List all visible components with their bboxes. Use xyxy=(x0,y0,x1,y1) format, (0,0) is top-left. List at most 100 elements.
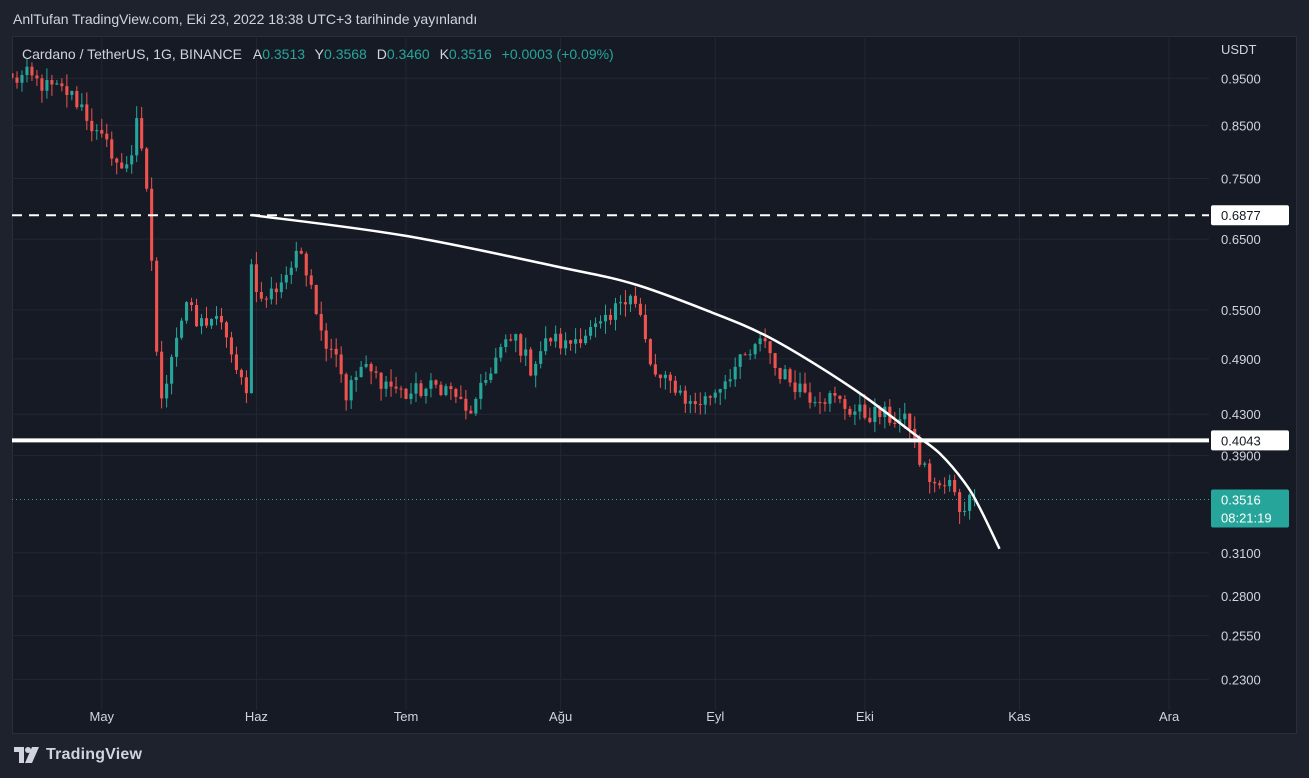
symbol-legend: Cardano / TetherUS, 1G, BINANCE A0.3513 … xyxy=(22,46,614,62)
candle-body xyxy=(938,483,942,486)
y-tick-label: 0.7500 xyxy=(1221,171,1261,186)
candle-body xyxy=(55,83,59,85)
tradingview-logo[interactable]: TradingView xyxy=(14,746,142,764)
chart-frame[interactable] xyxy=(12,36,1297,734)
candle-body xyxy=(399,388,403,390)
candle-body xyxy=(459,396,463,399)
grid xyxy=(12,36,1209,710)
candle-body xyxy=(135,118,139,156)
candle-body xyxy=(748,354,752,356)
candle-body xyxy=(165,383,169,399)
candle-body xyxy=(279,282,283,293)
candle-body xyxy=(244,377,248,394)
candle-body xyxy=(190,302,194,306)
candle-body xyxy=(75,90,79,108)
y-tick-label: 0.9500 xyxy=(1221,71,1261,86)
candle-body xyxy=(509,339,513,341)
candle-body xyxy=(234,354,238,370)
candle-body xyxy=(444,386,448,396)
candle-body xyxy=(439,384,443,396)
candle-body xyxy=(489,373,493,381)
tradingview-logo-icon xyxy=(14,747,39,763)
candle-body xyxy=(708,396,712,398)
candle-body xyxy=(359,366,363,378)
axis: 0.9500 0.8500 0.7500 0.6500 0.5500 0.4900 0.43… xyxy=(89,42,1260,724)
candle-body xyxy=(608,314,613,320)
candle-body xyxy=(115,158,119,163)
candle-body xyxy=(469,410,473,414)
publish-info: AnlTufan TradingView.com, Eki 23, 2022 1… xyxy=(13,11,478,27)
candle-body xyxy=(105,133,109,140)
y-tick-label: 0.3900 xyxy=(1221,449,1261,464)
candle-body xyxy=(753,344,757,355)
candle-body xyxy=(783,369,787,380)
candle-body xyxy=(145,148,149,189)
candle-body xyxy=(793,382,797,393)
candle-body xyxy=(324,330,328,349)
candle-body xyxy=(384,381,388,389)
candle-body xyxy=(853,411,857,415)
x-tick-label: Kas xyxy=(1008,709,1031,724)
candle-body xyxy=(404,388,408,399)
candle-body xyxy=(633,295,637,304)
candle-body xyxy=(593,323,598,328)
candle-body xyxy=(564,340,568,349)
candle-body xyxy=(204,318,209,326)
candle-body xyxy=(394,386,398,389)
candle-body xyxy=(574,339,578,344)
low-label: D xyxy=(376,46,387,62)
x-tick-label: Ara xyxy=(1159,709,1180,724)
candle-body xyxy=(658,374,662,379)
candle-body xyxy=(703,396,707,405)
candle-body xyxy=(908,413,912,429)
candle-body xyxy=(539,351,543,364)
candle-body xyxy=(160,351,164,399)
y-tick-label: 0.6500 xyxy=(1221,232,1261,247)
candle-body xyxy=(40,78,44,91)
level-price-tag xyxy=(1211,205,1289,226)
candle-body xyxy=(125,164,129,169)
level-price-label: 0.6877 xyxy=(1221,208,1261,223)
candle-body xyxy=(175,337,179,357)
candle-body xyxy=(763,338,767,342)
candle-body xyxy=(544,338,548,352)
y-tick-label: 0.8500 xyxy=(1221,118,1261,133)
candle-body xyxy=(648,339,652,365)
candle-body xyxy=(309,275,313,285)
candle-body xyxy=(185,302,189,321)
candle-body xyxy=(668,374,672,381)
candle-body xyxy=(479,382,483,399)
candle-body xyxy=(95,130,99,132)
candle-body xyxy=(249,264,253,394)
candle-body xyxy=(713,392,717,398)
candle-body xyxy=(768,341,772,354)
y-tick-label: 0.2800 xyxy=(1221,589,1261,604)
candle-body xyxy=(474,398,478,414)
candle-body xyxy=(120,162,124,169)
candle-body xyxy=(838,395,842,400)
candle-body xyxy=(524,349,528,356)
candle-body xyxy=(718,389,722,393)
y-tick-label: 0.2300 xyxy=(1221,672,1261,687)
candle-body xyxy=(673,380,677,393)
publish-header: AnlTufan TradingView.com, Eki 23, 2022 1… xyxy=(0,0,1309,36)
candle-body xyxy=(598,321,603,324)
candle-body xyxy=(778,368,782,380)
candle-body xyxy=(329,348,333,350)
candle-body xyxy=(65,86,69,95)
x-tick-label: Eyl xyxy=(706,709,724,724)
y-tick-label: 0.2550 xyxy=(1221,629,1261,644)
candle-body xyxy=(923,463,927,465)
candle-body xyxy=(35,75,39,79)
candle-body xyxy=(638,303,642,315)
candle-body xyxy=(20,75,24,83)
parabolic-arc[interactable] xyxy=(251,213,1001,550)
candle-body xyxy=(968,494,972,511)
candle-body xyxy=(723,381,727,390)
candle-body xyxy=(15,77,19,83)
candle-body xyxy=(110,139,114,159)
candle-body xyxy=(529,349,533,376)
candle-body xyxy=(454,389,458,397)
candle-body xyxy=(339,354,343,375)
